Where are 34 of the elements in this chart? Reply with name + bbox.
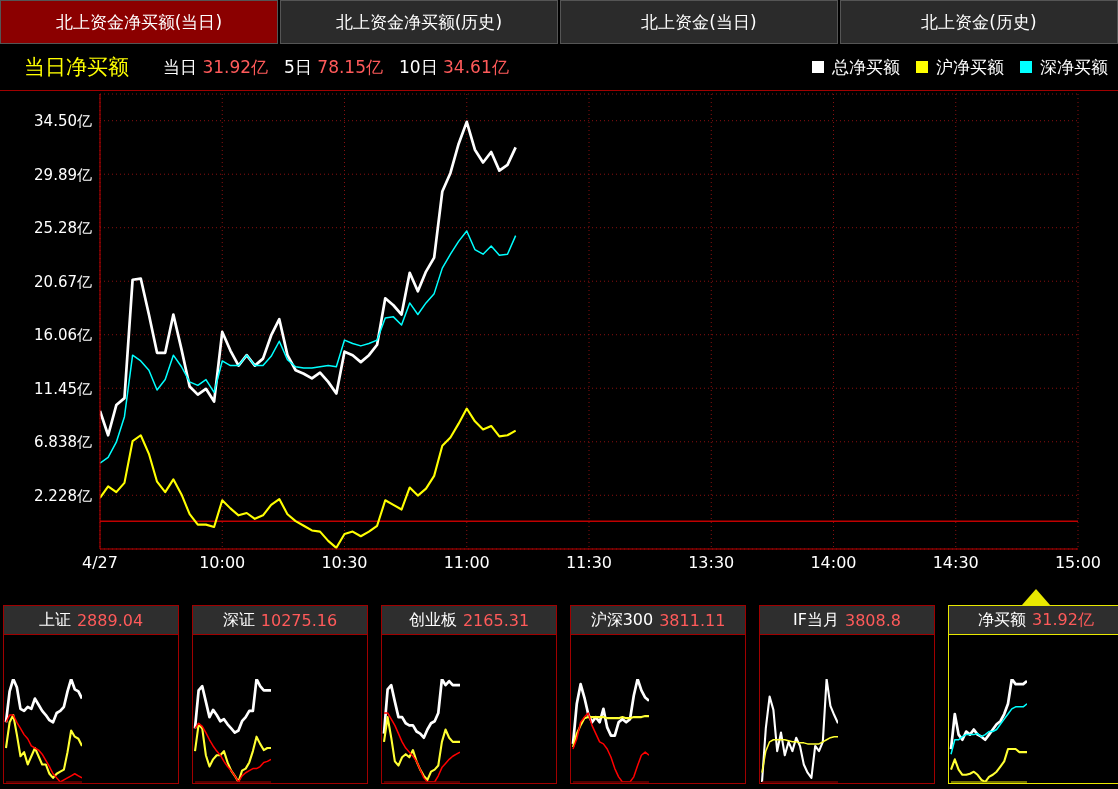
x-tick-label: 13:30: [688, 553, 735, 573]
y-tick-label: 29.89亿: [34, 165, 92, 184]
legend-label: 总净买额: [832, 55, 900, 79]
text: 北上资金(历史): [921, 10, 1037, 34]
chart-title: 沪深300 3811.11: [590, 609, 726, 630]
chart-title: 当日净买额: [24, 55, 129, 79]
x-tick-label: 14:30: [932, 553, 979, 573]
chart-title: IF当月 3808.8: [793, 609, 901, 630]
x-tick-label: 11:30: [565, 553, 613, 573]
y-tick-label: 16.06亿: [34, 326, 92, 345]
chart-title: 上证 2889.04: [38, 609, 144, 630]
x-tick-label: 10:00: [199, 553, 246, 573]
x-tick-label: 4/27: [82, 553, 118, 573]
x-tick-label: 10:30: [321, 553, 368, 573]
text: 北上资金净买额(当日): [55, 10, 223, 34]
text: 5日 78.15亿: [284, 56, 383, 77]
y-tick-label: 2.228亿: [34, 486, 92, 505]
legend-label: 深净买额: [1040, 55, 1108, 79]
text: 10日 34.61亿: [398, 56, 509, 77]
text: 北上资金(当日): [641, 10, 757, 34]
y-tick-label: 20.67亿: [34, 272, 92, 291]
y-tick-label: 25.28亿: [34, 219, 92, 238]
y-tick-label: 6.838亿: [34, 433, 92, 452]
x-tick-label: 15:00: [1054, 553, 1102, 573]
text: 北上资金净买额(历史): [335, 10, 503, 34]
y-tick-label: 34.50亿: [34, 112, 92, 131]
x-tick-label: 14:00: [810, 553, 857, 573]
legend-label: 沪净买额: [936, 55, 1004, 79]
x-tick-label: 11:00: [443, 553, 490, 573]
chart-title: 深证 10275.16: [222, 609, 338, 630]
text: 当日 31.92亿: [163, 56, 269, 77]
y-tick-label: 11.45亿: [34, 379, 92, 398]
chart-title: 净买额 31.92亿: [978, 609, 1094, 629]
chart-title: 创业板 2165.31: [408, 609, 530, 630]
